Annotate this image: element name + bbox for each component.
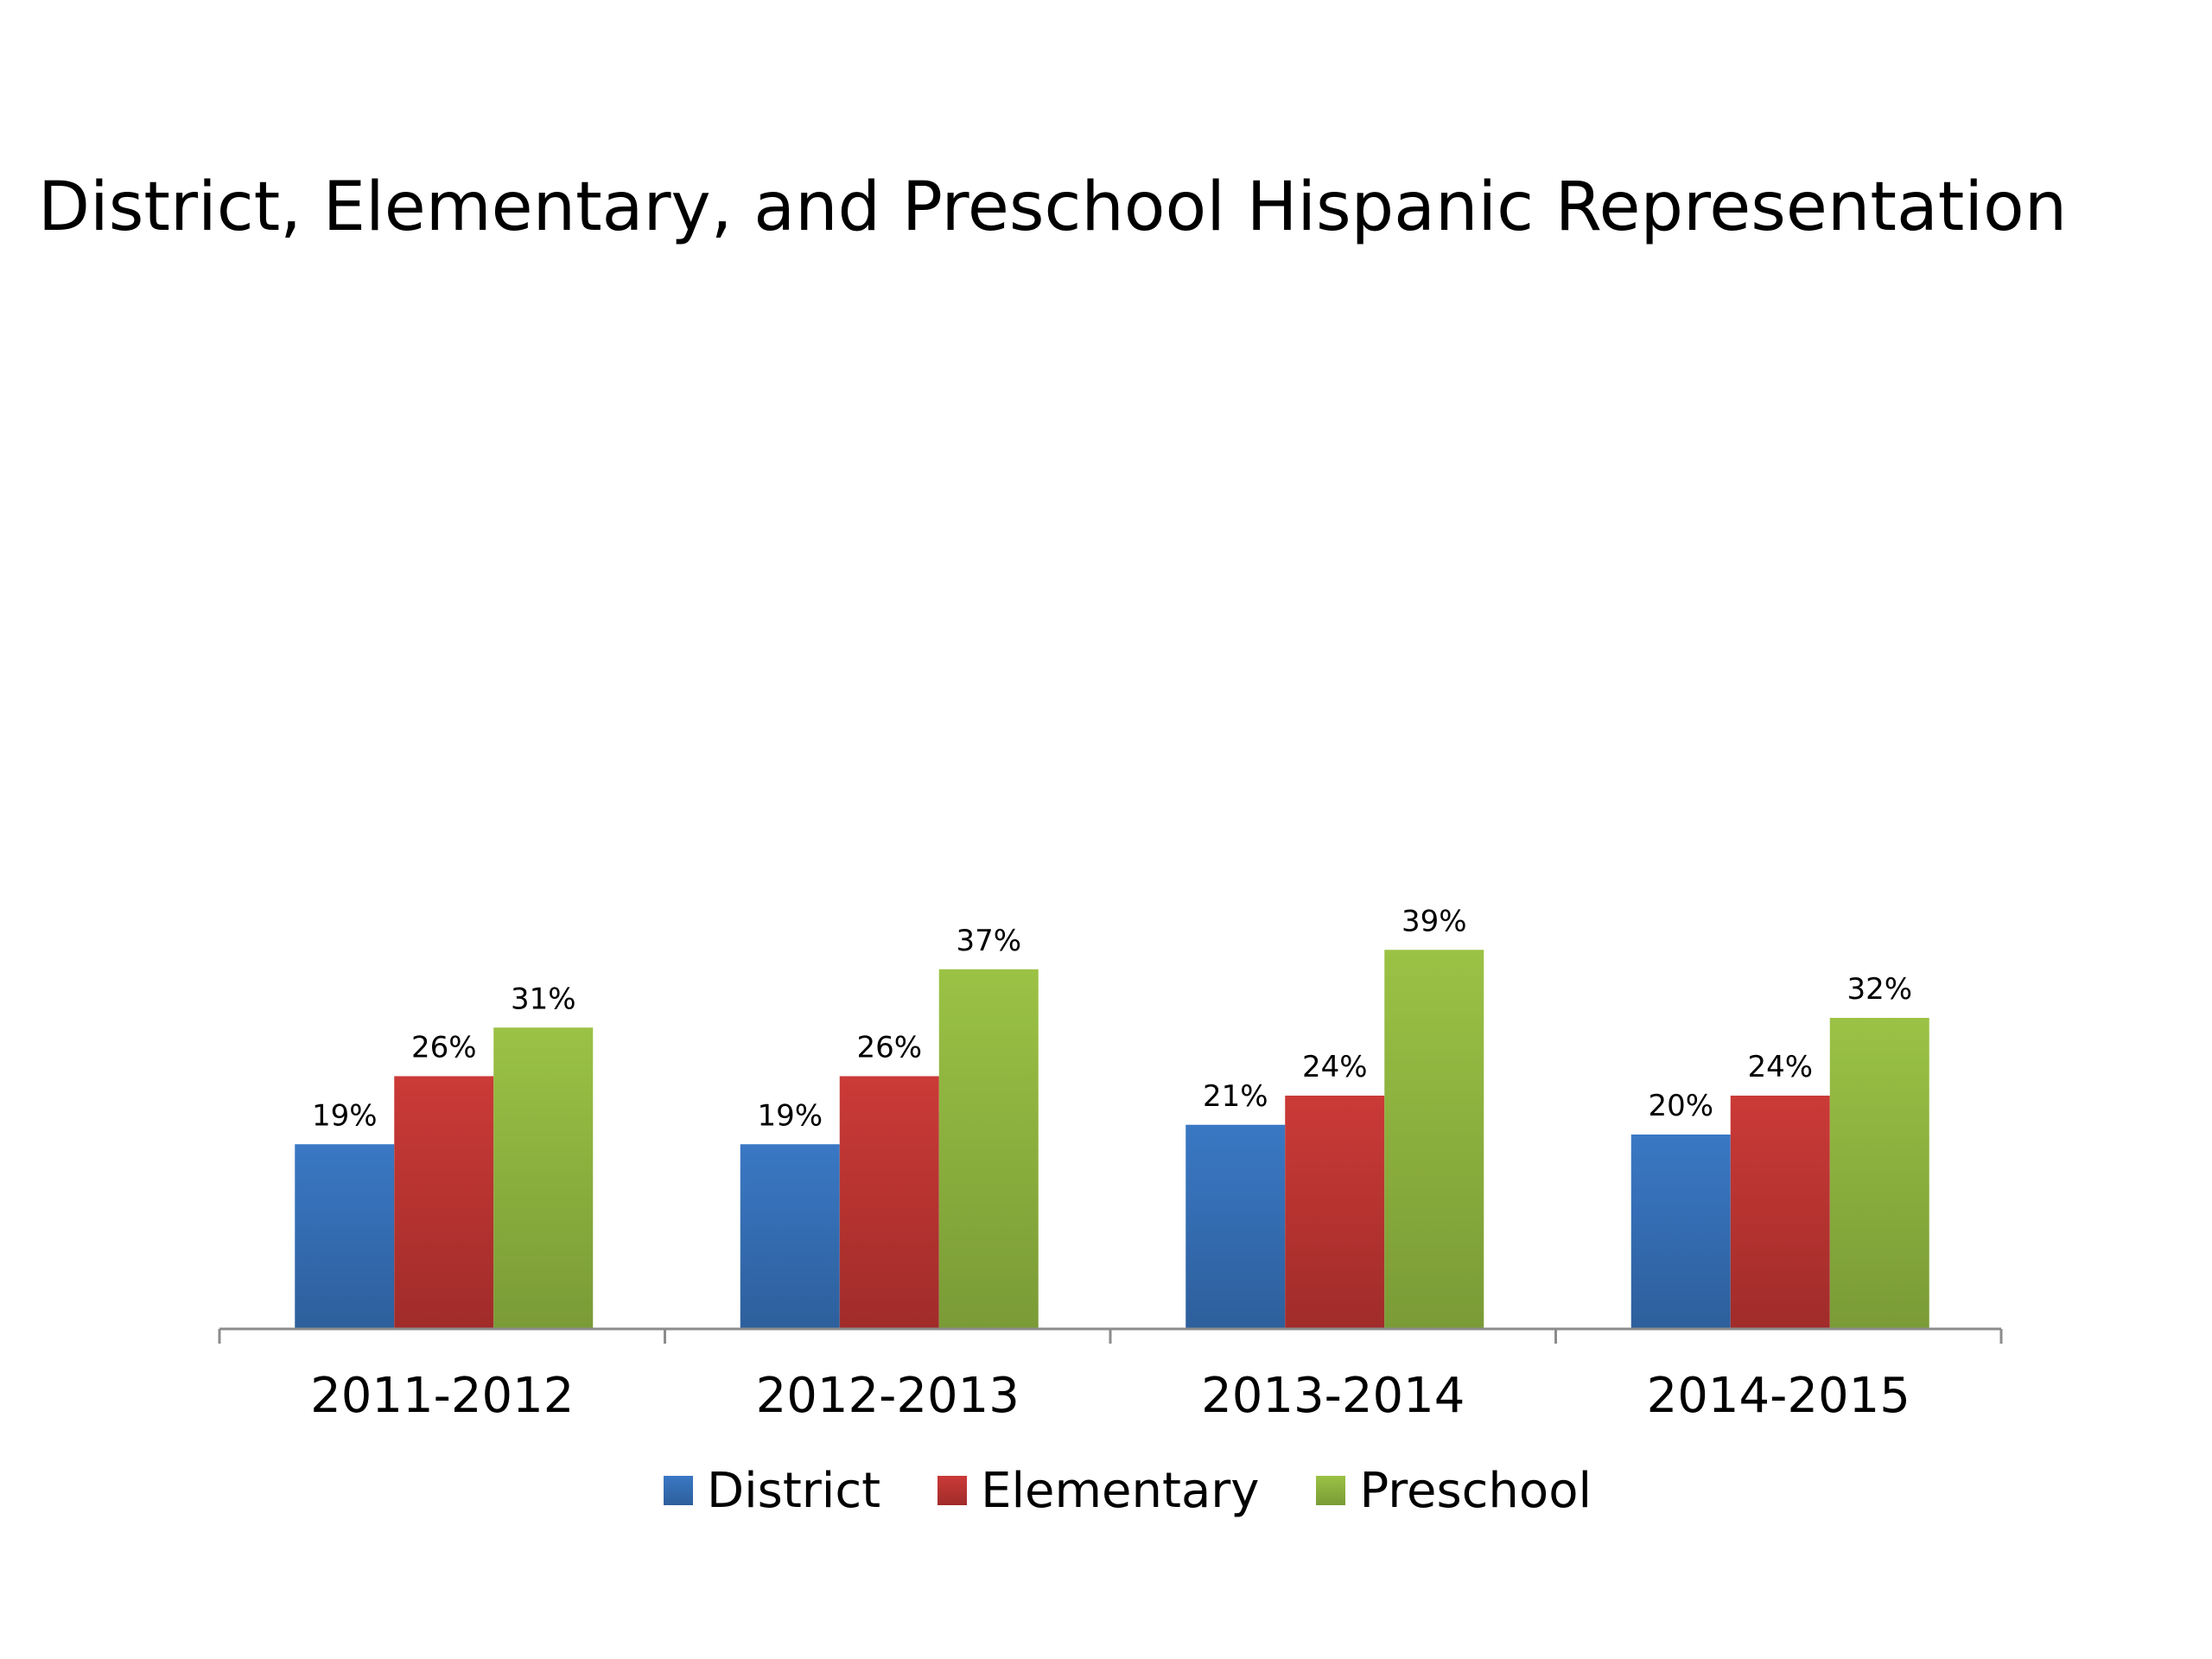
data-label: 32% — [1847, 972, 1912, 1007]
category-label: 2013-2014 — [1201, 1368, 1465, 1424]
data-label: 39% — [1402, 904, 1467, 938]
data-label: 21% — [1203, 1079, 1268, 1114]
bar-elementary-2014-2015 — [1730, 1096, 1830, 1329]
legend-item-preschool: Preschool — [1316, 1463, 1592, 1519]
data-label: 31% — [511, 982, 576, 1016]
data-label: 19% — [757, 1098, 823, 1133]
bar-elementary-2013-2014 — [1285, 1096, 1385, 1329]
legend-label: District — [706, 1462, 881, 1519]
bar-elementary-2011-2012 — [394, 1076, 494, 1329]
legend-swatch — [663, 1476, 693, 1505]
bar-preschool-2012-2013 — [938, 969, 1039, 1329]
category-label: 2014-2015 — [1647, 1368, 1910, 1424]
data-label: 19% — [312, 1098, 378, 1133]
data-label: 20% — [1648, 1089, 1713, 1123]
legend-item-district: District — [663, 1462, 881, 1519]
bar-preschool-2013-2014 — [1384, 950, 1484, 1329]
bar-district-2013-2014 — [1185, 1124, 1286, 1329]
bar-preschool-2014-2015 — [1829, 1018, 1929, 1329]
legend: District Elementary Preschool — [0, 1452, 2212, 1529]
data-label: 24% — [1747, 1050, 1813, 1084]
bars-layer — [295, 950, 1929, 1329]
legend-item-elementary: Elementary — [938, 1463, 1259, 1519]
data-label: 26% — [856, 1031, 922, 1065]
data-label: 37% — [956, 924, 1021, 958]
category-label: 2011-2012 — [310, 1368, 574, 1424]
bar-district-2011-2012 — [295, 1144, 395, 1329]
bar-elementary-2012-2013 — [839, 1076, 939, 1329]
category-labels-layer: 2011-2012 2012-2013 2013-2014 2014-2015 — [310, 1368, 1910, 1424]
category-label: 2012-2013 — [756, 1368, 1020, 1424]
data-label: 24% — [1302, 1050, 1368, 1084]
data-labels-layer: 19% 26% 31% 19% 26% 37% 21% 24% 39% 20% 24% 32% — [312, 904, 1912, 1133]
chart-title: District, Elementary, and Preschool Hisp… — [38, 168, 2068, 246]
legend-swatch — [938, 1476, 968, 1505]
bar-preschool-2011-2012 — [493, 1027, 594, 1329]
legend-swatch — [1316, 1476, 1346, 1505]
legend-label: Preschool — [1359, 1462, 1592, 1519]
x-axis — [218, 1327, 2003, 1344]
legend-label: Elementary — [981, 1462, 1260, 1519]
bar-district-2014-2015 — [1630, 1135, 1731, 1329]
bar-district-2012-2013 — [740, 1144, 840, 1329]
data-label: 26% — [411, 1031, 477, 1065]
